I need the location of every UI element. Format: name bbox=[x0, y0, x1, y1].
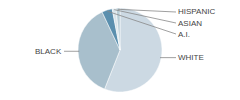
svg-text:A.I.: A.I. bbox=[178, 30, 190, 39]
svg-text:HISPANIC: HISPANIC bbox=[178, 7, 215, 16]
svg-text:WHITE: WHITE bbox=[178, 53, 204, 62]
svg-text:BLACK: BLACK bbox=[35, 47, 62, 56]
svg-text:ASIAN: ASIAN bbox=[178, 19, 202, 28]
